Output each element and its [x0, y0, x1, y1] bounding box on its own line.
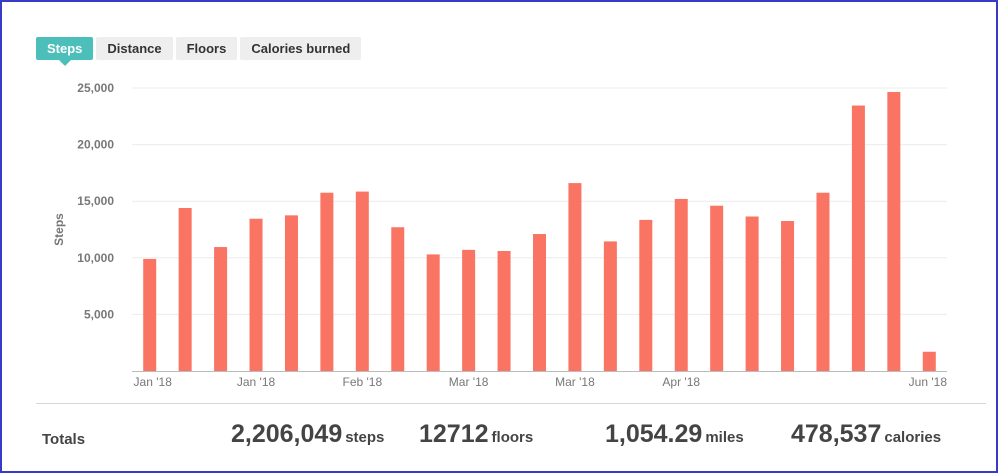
- bar: [426, 254, 440, 371]
- bar: [249, 218, 263, 371]
- bar: [816, 192, 830, 371]
- bar: [462, 249, 476, 371]
- totals-divider: [36, 403, 986, 404]
- total-floors-unit: floors: [491, 429, 534, 446]
- bar: [851, 105, 865, 372]
- tab-steps-label: Steps: [47, 41, 83, 56]
- bar: [639, 219, 653, 371]
- x-tick-label: Jan '18: [237, 375, 276, 389]
- bar: [533, 234, 546, 371]
- steps-bar-chart: 5,000 10,000 15,000 20,000 25,000 Steps Jan '1…: [52, 81, 948, 389]
- tab-distance-label: Distance: [107, 41, 162, 56]
- y-axis-label: Steps: [52, 213, 66, 246]
- x-tick-label: Jan '18: [134, 375, 173, 389]
- bar: [320, 192, 334, 371]
- total-miles-unit: miles: [705, 429, 744, 446]
- bar: [781, 221, 795, 371]
- y-tick-label: 25,000: [77, 81, 114, 95]
- total-calories-value: 478,537: [791, 420, 882, 448]
- tab-floors[interactable]: Floors: [175, 37, 238, 60]
- total-steps-unit: steps: [345, 429, 385, 446]
- bar: [284, 215, 298, 371]
- bar: [355, 191, 369, 371]
- bar: [710, 205, 724, 371]
- tab-calories-burned-label: Calories burned: [251, 41, 351, 56]
- total-steps: 2,206,049 steps: [231, 420, 384, 449]
- x-tick-label: Mar '18: [555, 375, 595, 389]
- tab-calories-burned[interactable]: Calories burned: [240, 37, 362, 60]
- totals-label: Totals: [42, 431, 86, 448]
- bar: [603, 241, 617, 371]
- bar: [568, 183, 582, 371]
- tab-steps[interactable]: Steps: [36, 37, 94, 66]
- bar: [214, 247, 228, 371]
- x-tick-label: Jun '18: [909, 375, 948, 389]
- x-tick-label: Feb '18: [342, 375, 382, 389]
- y-tick-label: 5,000: [84, 307, 114, 321]
- y-tick-label: 15,000: [77, 194, 114, 208]
- bar: [887, 91, 901, 371]
- y-tick-label: 10,000: [77, 251, 114, 265]
- tab-floors-label: Floors: [186, 41, 227, 56]
- bar: [143, 258, 157, 371]
- total-miles-value: 1,054.29: [605, 420, 703, 448]
- x-tick-label: Apr '18: [662, 375, 700, 389]
- active-tab-pointer-icon: [58, 60, 71, 66]
- metric-tabs: Steps Distance Floors Calories burned: [36, 37, 362, 66]
- bar: [745, 216, 759, 371]
- total-calories-unit: calories: [884, 429, 942, 446]
- bar: [922, 351, 936, 371]
- bar: [497, 251, 511, 371]
- total-miles: 1,054.29 miles: [605, 420, 744, 449]
- total-floors-value: 12712: [419, 420, 489, 448]
- y-tick-label: 20,000: [77, 138, 114, 152]
- total-steps-value: 2,206,049: [231, 420, 343, 448]
- bar: [391, 227, 405, 371]
- tab-distance[interactable]: Distance: [96, 37, 173, 60]
- x-tick-label: Mar '18: [449, 375, 489, 389]
- bar: [674, 198, 688, 371]
- total-calories: 478,537 calories: [791, 420, 941, 449]
- bar: [178, 207, 192, 371]
- total-floors: 12712 floors: [419, 420, 533, 449]
